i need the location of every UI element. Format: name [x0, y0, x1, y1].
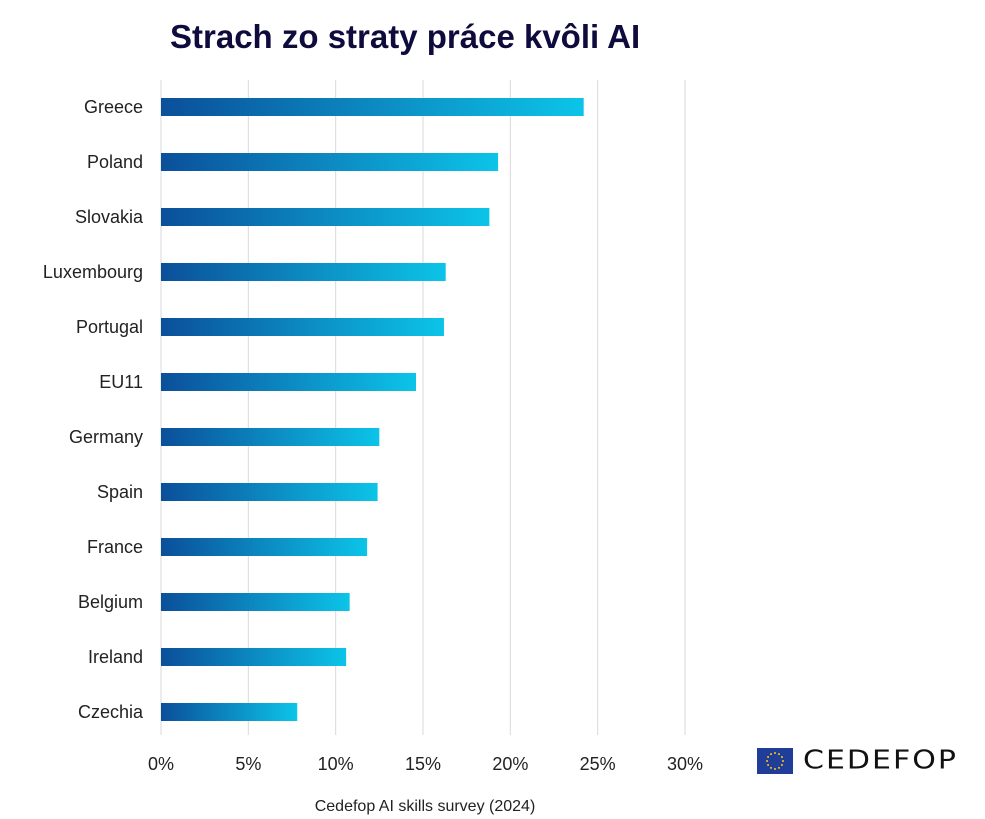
bar-spain	[161, 483, 378, 501]
star-icon	[774, 767, 776, 770]
x-tick-label: 0%	[148, 754, 174, 774]
source-note: Cedefop AI skills survey (2024)	[314, 798, 536, 815]
category-label: Belgium	[78, 592, 143, 612]
star-icon	[766, 759, 768, 762]
category-label: Poland	[87, 152, 143, 172]
bar-luxembourg	[161, 263, 446, 281]
x-tick-label: 30%	[667, 754, 703, 774]
category-label: Germany	[69, 427, 143, 447]
category-label: Spain	[97, 482, 143, 502]
category-label: France	[87, 537, 143, 557]
star-icon	[780, 763, 783, 766]
x-tick-label: 15%	[405, 754, 441, 774]
x-tick-label: 25%	[580, 754, 616, 774]
star-icon	[782, 759, 784, 762]
star-icon	[767, 755, 770, 758]
category-label: Ireland	[88, 647, 143, 667]
star-icon	[778, 752, 780, 755]
category-label: Portugal	[76, 317, 143, 337]
bar-germany	[161, 428, 380, 446]
bar-belgium	[161, 593, 350, 611]
category-label: Czechia	[78, 702, 144, 722]
star-icon	[780, 755, 783, 758]
bar-eu11	[161, 373, 417, 391]
bar-poland	[161, 153, 499, 171]
eu-flag-icon	[757, 747, 793, 774]
star-icon	[770, 752, 772, 755]
star-icon	[767, 763, 770, 766]
category-label: EU11	[99, 372, 143, 392]
bar-portugal	[161, 318, 444, 336]
bar-france	[161, 538, 368, 556]
category-label: Slovakia	[75, 207, 144, 227]
bar-ireland	[161, 648, 347, 666]
category-label: Greece	[84, 97, 143, 117]
star-icon	[770, 766, 772, 769]
star-icon	[778, 766, 780, 769]
chart-title: Strach zo straty práce kvôli AI	[170, 18, 641, 55]
bar-czechia	[161, 703, 298, 721]
bar-slovakia	[161, 208, 490, 226]
x-tick-label: 10%	[318, 754, 354, 774]
bar-greece	[161, 98, 584, 116]
cedefop-logo: CEDEFOP	[757, 743, 958, 778]
x-tick-label: 20%	[492, 754, 528, 774]
logo-text: CEDEFOP	[803, 745, 958, 776]
x-tick-label: 5%	[235, 754, 261, 774]
category-label: Luxembourg	[43, 262, 143, 282]
star-icon	[774, 751, 776, 754]
